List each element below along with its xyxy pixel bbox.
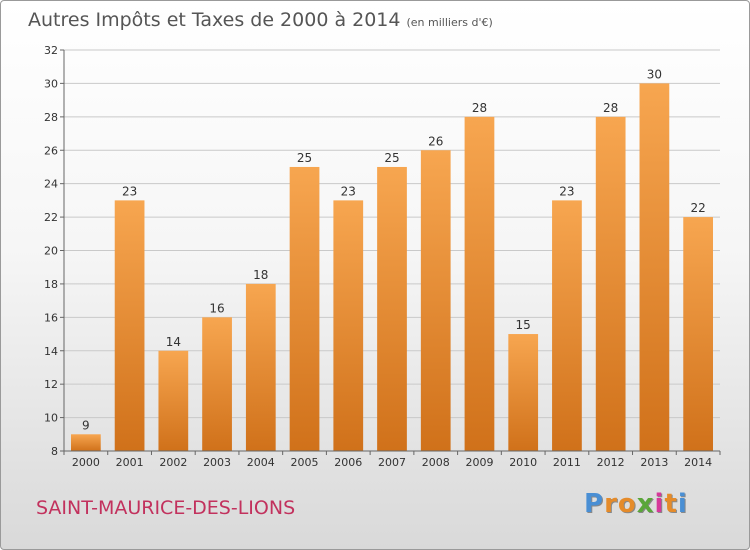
- bar: [245, 283, 276, 451]
- x-tick-label: 2012: [597, 456, 625, 469]
- x-tick-label: 2002: [159, 456, 187, 469]
- y-tick-label: 22: [44, 211, 58, 224]
- chart-title: Autres Impôts et Taxes de 2000 à 2014 (en…: [28, 9, 493, 31]
- y-tick-label: 20: [44, 245, 58, 258]
- logo-letter: t: [664, 489, 678, 519]
- y-tick-label: 26: [44, 144, 58, 157]
- data-label: 9: [82, 418, 90, 432]
- bars: 9 23 14 16 18 25 23 25 26 28 15 23 28 30 22: [70, 67, 714, 452]
- commune-name: SAINT-MAURICE-DES-LIONS: [36, 497, 296, 519]
- x-tick-label: 2000: [72, 456, 100, 469]
- x-tick-label: 2013: [640, 456, 668, 469]
- unit-label: (en milliers d'€): [406, 16, 493, 29]
- bar: [464, 116, 495, 451]
- bar: [683, 217, 714, 451]
- x-tick-label: 2005: [291, 456, 319, 469]
- x-tick-label: 2010: [509, 456, 537, 469]
- logo-letter: P: [584, 489, 605, 519]
- bar: [333, 200, 364, 451]
- x-tick-label: 2008: [422, 456, 450, 469]
- data-label: 15: [516, 318, 531, 332]
- data-label: 18: [253, 268, 268, 282]
- x-tick-label: 2003: [203, 456, 231, 469]
- y-tick-label: 10: [44, 412, 58, 425]
- bar: [114, 200, 145, 451]
- x-tick-label: 2004: [247, 456, 275, 469]
- logo-letter: i: [677, 489, 688, 519]
- x-tick-label: 2014: [684, 456, 712, 469]
- x-tick-label: 2001: [116, 456, 144, 469]
- data-label: 28: [472, 101, 487, 115]
- y-tick-label: 12: [44, 378, 58, 391]
- data-label: 23: [122, 184, 137, 198]
- bar: [202, 317, 232, 451]
- y-tick-label: 16: [44, 311, 58, 324]
- y-tick-label: 8: [51, 445, 58, 458]
- data-label: 14: [166, 335, 181, 349]
- y-tick-label: 28: [44, 111, 58, 124]
- data-label: 22: [690, 201, 705, 215]
- data-label: 25: [384, 151, 399, 165]
- logo-letter: i: [654, 489, 665, 519]
- data-label: 16: [209, 301, 224, 315]
- data-label: 28: [603, 101, 618, 115]
- y-tick-label: 14: [44, 345, 58, 358]
- data-label: 30: [647, 67, 662, 81]
- y-tick-label: 18: [44, 278, 58, 291]
- y-tick-label: 30: [44, 77, 58, 90]
- bar: [70, 434, 101, 451]
- bar: [595, 116, 626, 451]
- y-tick-label: 24: [44, 178, 58, 191]
- bar: [639, 83, 670, 452]
- data-label: 26: [428, 134, 443, 148]
- bar: [552, 200, 582, 451]
- data-label: 23: [341, 184, 356, 198]
- x-tick-label: 2007: [378, 456, 406, 469]
- bar: [289, 166, 320, 452]
- x-tick-label: 2009: [465, 456, 493, 469]
- bar: [508, 334, 539, 451]
- chart-title-text: Autres Impôts et Taxes de 2000 à 2014: [28, 9, 401, 31]
- bar: [420, 150, 451, 451]
- data-label: 23: [559, 184, 574, 198]
- proxiti-logo: Proxiti: [584, 489, 688, 519]
- logo-letter: o: [617, 489, 637, 519]
- data-label: 25: [297, 151, 312, 165]
- logo-letter: r: [604, 489, 618, 519]
- bar: [377, 166, 407, 452]
- x-tick-label: 2011: [553, 456, 581, 469]
- logo-letter: x: [636, 489, 655, 519]
- x-tick-label: 2006: [334, 456, 362, 469]
- y-tick-label: 32: [44, 44, 58, 57]
- axes: 8 10 12 14 16 18 20 22 24 26 28 30 32 2000 2001 2002 200…: [44, 44, 721, 469]
- bar: [158, 350, 189, 451]
